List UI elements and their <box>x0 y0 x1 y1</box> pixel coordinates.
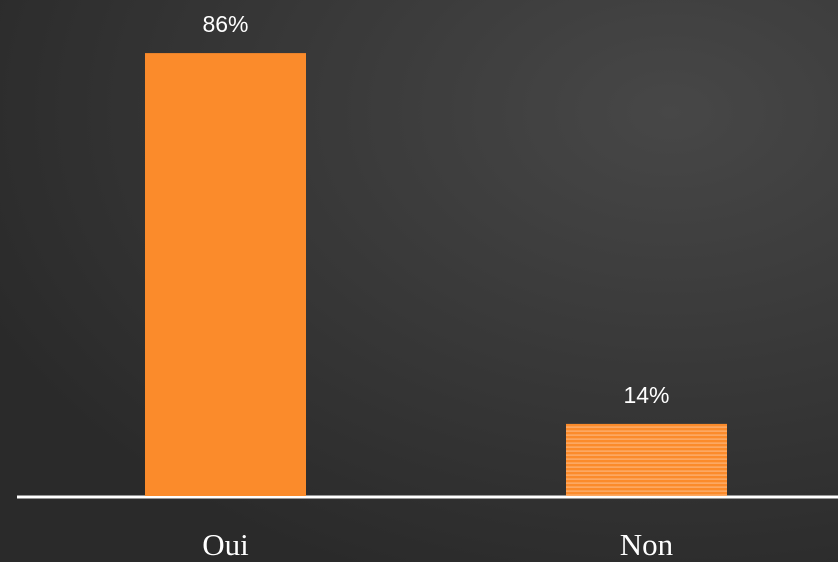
value-label: 14% <box>623 382 669 408</box>
x-tick-label: Oui <box>202 527 249 562</box>
x-tick-label: Non <box>620 527 674 562</box>
bar <box>145 53 306 496</box>
value-label: 86% <box>202 11 248 37</box>
bar <box>566 423 727 496</box>
